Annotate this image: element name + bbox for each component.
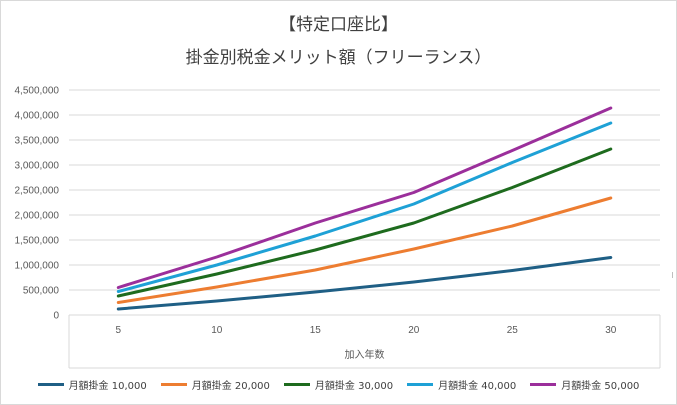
legend-item[interactable]: 月額掛金 30,000 — [283, 377, 394, 392]
x-tick-label: 15 — [310, 325, 322, 336]
x-axis-label: 加入年数 — [345, 348, 385, 361]
x-tick-label: 25 — [507, 325, 519, 336]
gridlines — [69, 89, 660, 316]
y-tick-label: 4,000,000 — [15, 111, 60, 122]
y-tick-label: 500,000 — [23, 286, 60, 297]
legend-swatch — [283, 383, 310, 386]
chart-resize-handle[interactable] — [672, 272, 677, 278]
series-line-3 — [116, 147, 613, 298]
legend-item[interactable]: 月額掛金 10,000 — [37, 377, 147, 392]
y-tick-label: 3,500,000 — [15, 136, 60, 147]
legend-swatch — [160, 383, 187, 386]
series-line-1 — [116, 256, 613, 311]
y-tick-label: 2,500,000 — [15, 186, 60, 197]
legend: 月額掛金 10,000 月額掛金 20,000 月額掛金 30,000 月額掛金 40… — [0, 377, 677, 392]
legend-swatch — [407, 383, 434, 386]
y-tick-label: 1,500,000 — [15, 236, 60, 247]
legend-item[interactable]: 月額掛金 50,000 — [530, 377, 639, 392]
x-tick-label: 30 — [605, 325, 617, 336]
y-tick-label: 3,000,000 — [15, 161, 60, 172]
x-axis-category-box — [68, 315, 661, 369]
x-tick-label: 5 — [115, 325, 121, 336]
series-line-4 — [116, 121, 613, 293]
legend-label: 月額掛金 50,000 — [561, 381, 640, 392]
y-tick-label: 4,500,000 — [15, 86, 60, 97]
y-tick-label: 1,000,000 — [15, 261, 60, 272]
legend-label: 月額掛金 10,000 — [68, 381, 147, 392]
series-line-5 — [116, 106, 613, 289]
legend-item[interactable]: 月額掛金 40,000 — [407, 377, 516, 392]
y-axis-ticks: 0 500,000 1,000,000 1,500,000 2,000,000 2,500… — [15, 86, 60, 322]
legend-swatch — [530, 383, 557, 386]
legend-swatch — [37, 383, 64, 386]
legend-item[interactable]: 月額掛金 20,000 — [160, 377, 270, 392]
series-lines — [116, 106, 613, 311]
x-axis-ticks: 5 10 15 20 25 30 — [115, 325, 616, 336]
y-tick-label: 2,000,000 — [15, 211, 60, 222]
x-tick-label: 10 — [211, 325, 223, 336]
y-tick-label: 0 — [53, 311, 59, 322]
chart-title: 【特定口座比】 — [279, 15, 398, 35]
legend-label: 月額掛金 20,000 — [191, 381, 270, 392]
x-tick-label: 20 — [408, 325, 420, 336]
chart-subtitle: 掛金別税金メリット額（フリーランス） — [185, 48, 492, 68]
legend-label: 月額掛金 40,000 — [438, 381, 517, 392]
legend-label: 月額掛金 30,000 — [314, 381, 394, 392]
series-line-2 — [116, 196, 613, 304]
